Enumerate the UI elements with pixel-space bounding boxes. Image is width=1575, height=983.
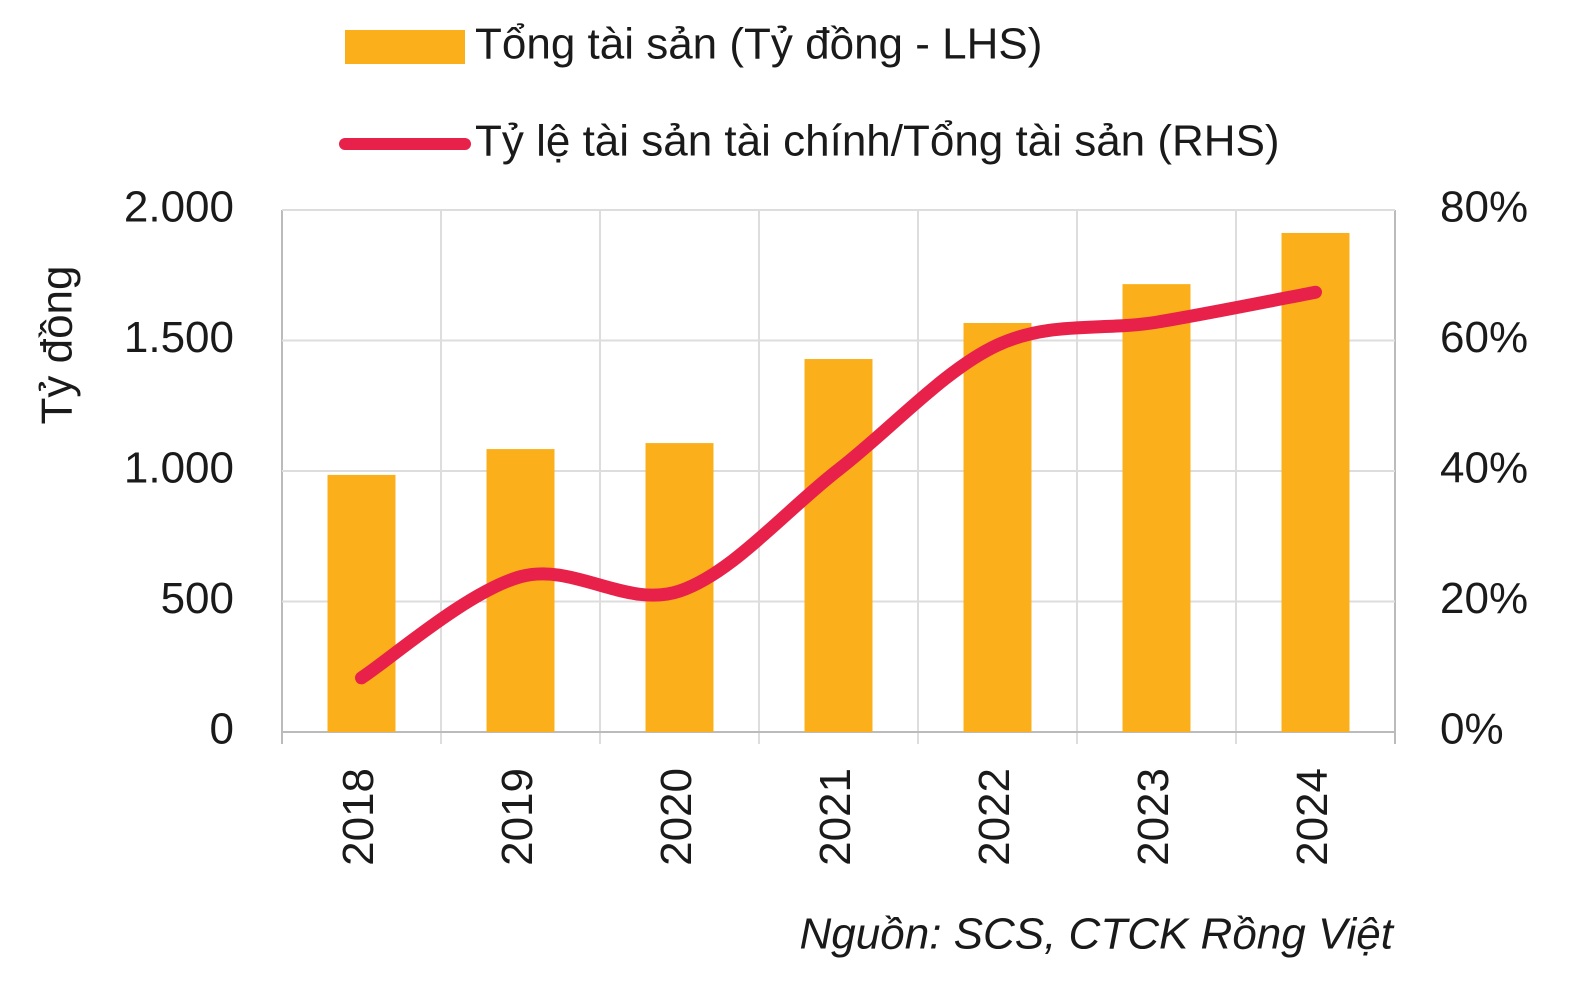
y-tick-label: 1.500: [124, 313, 234, 362]
bar: [1122, 284, 1191, 732]
legend-swatch: [345, 30, 465, 64]
y-tick-label: 2.000: [124, 183, 234, 232]
x-tick-label: 2022: [970, 768, 1019, 866]
y-axis-label: Tỷ đồng: [33, 266, 82, 425]
y2-tick-label: 80%: [1440, 183, 1528, 232]
y2-tick-label: 60%: [1440, 313, 1528, 362]
y2-tick-label: 40%: [1440, 444, 1528, 493]
y2-tick-label: 20%: [1440, 574, 1528, 623]
y2-tick-label: 0%: [1440, 705, 1504, 754]
x-tick-label: 2024: [1288, 768, 1337, 866]
legend-label: Tỷ lệ tài sản tài chính/Tổng tài sản (RH…: [475, 117, 1280, 166]
y-tick-label: 1.000: [124, 444, 234, 493]
x-tick-label: 2018: [334, 768, 383, 866]
y-tick-label: 500: [161, 574, 234, 623]
bar: [963, 323, 1032, 732]
y-tick-label: 0: [210, 705, 234, 754]
x-tick-label: 2019: [493, 768, 542, 866]
x-tick-label: 2023: [1129, 768, 1178, 866]
bar: [327, 474, 396, 732]
bar: [1281, 232, 1350, 732]
bar: [804, 359, 873, 732]
x-tick-label: 2021: [811, 768, 860, 866]
legend-label: Tổng tài sản (Tỷ đồng - LHS): [475, 20, 1042, 69]
line: [355, 285, 1322, 685]
source-note: Nguồn: SCS, CTCK Rồng Việt: [800, 910, 1395, 959]
x-tick-label: 2020: [652, 768, 701, 866]
